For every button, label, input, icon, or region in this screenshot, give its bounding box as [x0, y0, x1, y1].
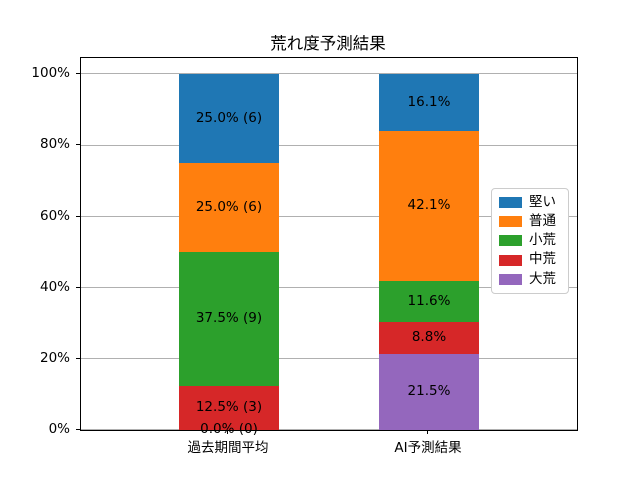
y-tick-mark — [76, 357, 80, 359]
bar-segment-label: 37.5% (9) — [195, 310, 263, 327]
x-tick-mark-ai — [427, 430, 428, 434]
bar-segment-小荒: 37.5% (9) — [179, 252, 279, 386]
y-tick-mark — [76, 429, 80, 430]
x-tick-label-ai: AI予測結果 — [394, 440, 462, 456]
legend-swatch — [499, 273, 522, 285]
bar-segment-label: 42.1% — [407, 197, 451, 214]
bar-segment-label: 11.6% — [407, 292, 451, 309]
bar-segment-堅い: 25.0% (6) — [179, 74, 279, 164]
y-tick-label: 0% — [48, 421, 70, 437]
bar-segment-label: 0.0% (0) — [200, 421, 258, 438]
y-tick-label: 100% — [31, 65, 70, 82]
bar-segment-label: 25.0% (6) — [195, 110, 263, 127]
bar-segment-中荒: 8.8% — [379, 322, 479, 354]
legend-label: 普通 — [529, 213, 556, 230]
bar-segment-堅い: 16.1% — [379, 74, 479, 132]
bar-segment-中荒: 12.5% (3) — [179, 385, 279, 430]
bars-layer: 0.0% (0) 12.5% (3) 37.5% (9) 25.0% (6) 25.0%… — [81, 58, 577, 436]
gridline — [81, 357, 577, 359]
gridline — [81, 429, 577, 430]
gridline — [81, 286, 577, 288]
y-tick-mark — [76, 144, 80, 146]
legend-label: 堅い — [529, 193, 556, 210]
y-tick-label: 20% — [39, 349, 70, 366]
gridline — [81, 215, 577, 217]
legend-swatch — [499, 235, 522, 247]
bar-segment-label: 12.5% (3) — [195, 399, 263, 416]
bar-segment-label: 25.0% (6) — [195, 198, 263, 215]
bar-segment-普通: 25.0% (6) — [179, 163, 279, 253]
legend-item-普通: 普通 — [492, 215, 568, 229]
chart-title: 荒れ度予測結果 — [270, 34, 386, 53]
y-tick-mark — [76, 215, 80, 217]
y-tick-label: 40% — [39, 278, 70, 295]
bar-segment-普通: 42.1% — [379, 131, 479, 281]
legend-swatch — [499, 216, 522, 228]
bar-segment-小荒: 11.6% — [379, 281, 479, 323]
gridline — [81, 144, 577, 146]
gridline — [81, 73, 577, 75]
legend-label: 小荒 — [529, 232, 556, 249]
legend-item-堅い: 堅い — [492, 193, 568, 210]
legend-label: 大荒 — [529, 270, 556, 287]
y-tick-label: 60% — [39, 207, 70, 224]
legend-item-小荒: 小荒 — [492, 234, 568, 248]
x-tick-mark-past — [227, 430, 228, 434]
legend-label: 中荒 — [529, 251, 556, 268]
y-tick-label: 80% — [39, 136, 70, 153]
legend-item-大荒: 大荒 — [492, 270, 568, 287]
bar-segment-label: 21.5% — [407, 383, 451, 400]
y-tick-mark — [76, 73, 80, 75]
bar-segment-label: 8.8% — [411, 329, 447, 346]
legend: 堅い普通小荒中荒大荒 — [491, 188, 569, 294]
bar-segment-label: 16.1% — [407, 93, 451, 110]
bar-segment-大荒: 21.5% — [379, 353, 479, 430]
legend-swatch — [499, 254, 522, 266]
y-tick-mark — [76, 286, 80, 288]
grid-layer — [81, 58, 577, 430]
legend-item-中荒: 中荒 — [492, 253, 568, 267]
x-tick-label-past: 過去期間平均 — [187, 440, 269, 456]
legend-swatch — [499, 197, 522, 209]
